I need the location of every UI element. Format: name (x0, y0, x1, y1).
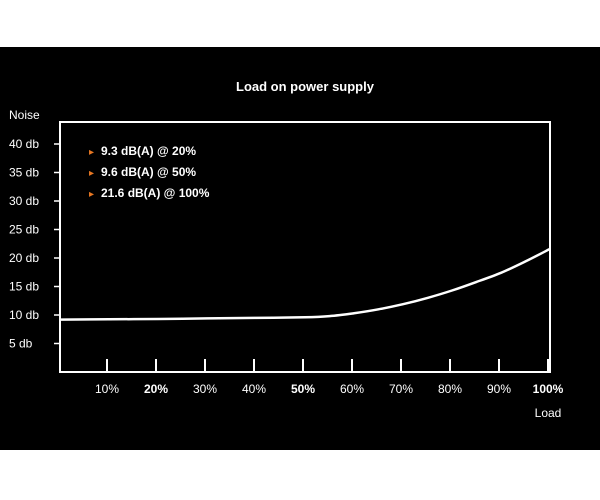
y-tick-label: 40 db (9, 137, 39, 151)
y-tick-label: 5 db (9, 337, 33, 351)
x-tick-label: 10% (95, 382, 119, 396)
y-tick-label: 25 db (9, 223, 39, 237)
x-axis-ticks: 10% 20% 30% 40% 50% 60% 70% 80% 90% 100% (95, 359, 564, 396)
chart-title: Load on power supply (236, 79, 375, 94)
annotations: ▸ 9.3 dB(A) @ 20% ▸ 9.6 dB(A) @ 50% ▸ 21.6 dB… (89, 144, 210, 200)
y-tick-label: 10 db (9, 308, 39, 322)
plot-frame (59, 121, 551, 373)
annotation-text: 21.6 dB(A) @ 100% (101, 186, 210, 200)
x-tick-label: 100% (533, 382, 564, 396)
series-line (59, 247, 551, 321)
x-tick-label: 60% (340, 382, 364, 396)
x-tick-label: 50% (291, 382, 315, 396)
annotation-marker: ▸ (89, 147, 94, 158)
x-tick-label: 20% (144, 382, 168, 396)
y-axis-ticks: 40 db 35 db 30 db 25 db 20 db 15 db 10 db 5 db (9, 137, 60, 351)
series-group (59, 247, 551, 321)
annotation-text: 9.3 dB(A) @ 20% (101, 144, 196, 158)
y-axis-label: Noise (9, 108, 40, 122)
x-axis-label: Load (535, 406, 562, 420)
y-tick-label: 15 db (9, 280, 39, 294)
chart-panel: Load on power supply Noise Load 40 db 35 … (0, 47, 600, 450)
x-tick-label: 70% (389, 382, 413, 396)
x-tick-label: 40% (242, 382, 266, 396)
y-tick-label: 35 db (9, 166, 39, 180)
x-tick-label: 30% (193, 382, 217, 396)
annotation-marker: ▸ (89, 189, 94, 200)
x-tick-label: 80% (438, 382, 462, 396)
line-chart: Load on power supply Noise Load 40 db 35 … (9, 79, 564, 420)
x-tick-label: 90% (487, 382, 511, 396)
y-tick-label: 30 db (9, 194, 39, 208)
y-tick-label: 20 db (9, 251, 39, 265)
annotation-marker: ▸ (89, 168, 94, 179)
annotation-text: 9.6 dB(A) @ 50% (101, 165, 196, 179)
